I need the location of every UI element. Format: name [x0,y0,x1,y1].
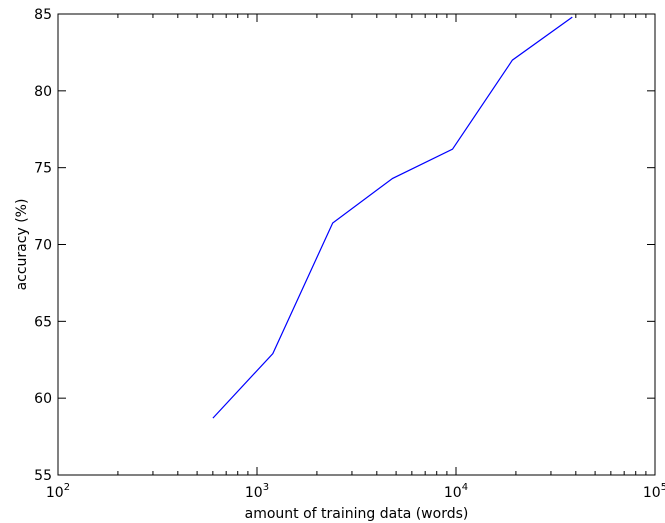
y-tick-label: 65 [34,314,52,330]
x-tick-label: 103 [245,482,269,501]
x-tick-exponent: 2 [64,482,70,493]
x-tick-label: 102 [46,482,70,501]
x-tick-exponent: 3 [263,482,269,493]
x-tick-base: 10 [643,485,661,501]
x-tick-label: 104 [444,482,468,501]
x-tick-base: 10 [46,485,64,501]
y-tick-label: 70 [34,238,52,254]
y-tick-label: 75 [34,161,52,177]
x-tick-base: 10 [444,485,462,501]
x-tick-label: 105 [643,482,665,501]
y-tick-label: 55 [34,468,52,484]
x-axis-title: amount of training data (words) [245,506,469,522]
x-tick-exponent: 5 [661,482,665,493]
series-line [212,16,573,419]
ticks-group [57,13,656,476]
x-tick-exponent: 4 [462,482,468,493]
x-tick-base: 10 [245,485,263,501]
series-group [212,16,573,419]
y-tick-label: 60 [34,391,52,407]
y-tick-label: 80 [34,84,52,100]
y-tick-label: 85 [34,7,52,23]
y-axis-title: accuracy (%) [14,199,30,291]
plot-frame [57,13,656,476]
